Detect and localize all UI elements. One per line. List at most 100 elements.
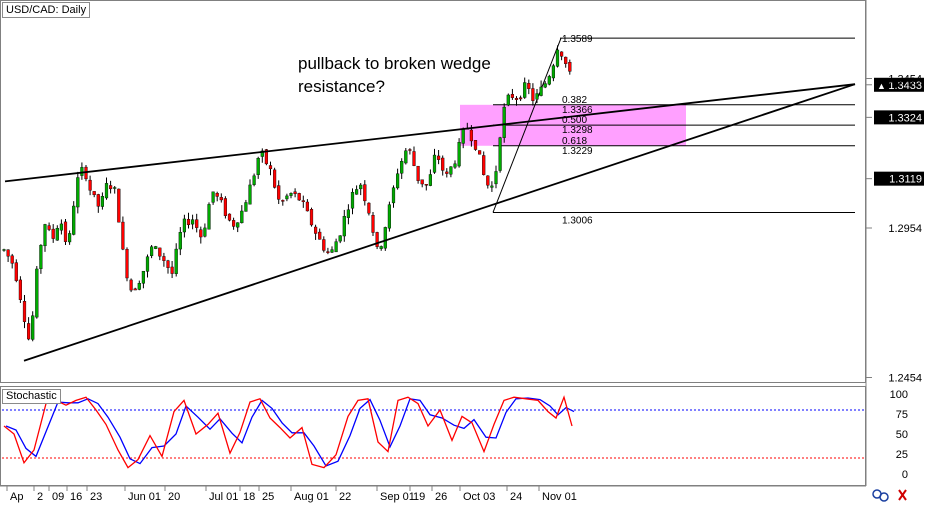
candle-body <box>482 155 486 175</box>
candle-body <box>305 201 309 212</box>
time-tick-label: 09 <box>52 491 64 503</box>
stochastic-label: Stochastic <box>2 389 61 404</box>
stoch-tick-label: 50 <box>896 429 908 441</box>
candle-body <box>149 246 154 256</box>
candle-body <box>412 151 416 166</box>
candle-body <box>441 157 445 171</box>
price-highlight-box <box>874 171 924 186</box>
fib-price-label: 1.3229 <box>562 146 593 157</box>
candle-body <box>543 83 547 88</box>
candle-body <box>137 283 141 290</box>
candle-body <box>2 249 6 251</box>
time-tick-label: 18 <box>243 491 255 503</box>
candle-body <box>39 244 43 269</box>
candle-body <box>215 193 219 197</box>
stoch-tick-label: 25 <box>896 449 908 461</box>
candle-body <box>342 216 346 237</box>
candle-body <box>322 239 326 251</box>
candle-body <box>387 204 391 229</box>
candle-body <box>473 140 478 150</box>
fib-ratio-label: 0.618 <box>562 136 587 147</box>
time-tick-label: Oct 03 <box>463 491 495 503</box>
candle-body <box>309 209 314 226</box>
candle-body <box>174 248 178 274</box>
candle-body <box>318 231 322 240</box>
stoch-k-line <box>3 395 573 469</box>
candle-body <box>375 232 379 247</box>
candle-body <box>244 202 248 212</box>
candle-body <box>154 246 158 249</box>
candle-body <box>478 150 482 155</box>
candle-body <box>207 204 211 230</box>
candle-body <box>51 228 55 239</box>
candle-body <box>273 169 277 188</box>
time-tick-label: Jun 01 <box>128 491 161 503</box>
time-tick-label: 24 <box>510 491 522 503</box>
candle-body <box>231 220 236 227</box>
upper-trendline <box>4 83 856 183</box>
price-tick-label: 1.3454 <box>888 74 922 86</box>
candle-body <box>121 221 125 250</box>
candle-body <box>363 184 367 202</box>
candle-body <box>297 193 301 201</box>
candle-body <box>555 49 560 67</box>
candle-body <box>547 76 551 85</box>
stoch-tick-label: 0 <box>902 469 908 481</box>
candle-body <box>158 247 162 257</box>
candle-body <box>227 213 232 221</box>
candle-body <box>498 137 502 171</box>
candle-body <box>396 173 400 189</box>
stochastic-axis: 100 75 50 25 0 <box>890 389 908 481</box>
annotation-line-1: pullback to broken wedge <box>298 54 491 73</box>
fibonacci-labels: 1.3589 1.3006 0.3821.33660.5001.32980.6181… <box>562 34 593 226</box>
time-tick-label: Nov 01 <box>542 491 577 503</box>
candle-body <box>248 184 252 205</box>
fib-swing-line <box>492 37 562 213</box>
candle-body <box>314 226 318 234</box>
candle-body <box>383 227 387 249</box>
link-icon[interactable] <box>872 489 889 502</box>
candle-body <box>289 193 293 196</box>
time-tick-label: Sep 01 <box>380 491 415 503</box>
candle-body <box>564 56 568 64</box>
time-axis: Ap 2 09 16 23 Jun 01 20 Jul 01 18 25 Aug 01 22 Sep 0… <box>6 486 577 503</box>
candle-body <box>281 200 285 202</box>
candle-body <box>190 219 195 225</box>
candle-body <box>125 248 129 279</box>
chart-title: USD/CAD: Daily <box>2 2 91 18</box>
candle-body <box>371 215 375 233</box>
candle-body <box>260 150 264 157</box>
candle-body <box>256 158 260 175</box>
candle-body <box>133 288 137 291</box>
candle-body <box>461 128 465 144</box>
candle-body <box>445 171 449 174</box>
candle-body <box>527 83 531 89</box>
candle-body <box>494 171 498 185</box>
price-tick-label: 1.2954 <box>888 223 922 235</box>
candle-body <box>141 270 145 284</box>
candle-body <box>92 191 96 196</box>
time-tick-label: 19 <box>413 491 425 503</box>
candles <box>2 45 572 342</box>
candle-body <box>117 188 121 223</box>
time-tick-label: 22 <box>339 491 351 503</box>
candle-body <box>18 279 22 300</box>
candle-body <box>22 301 27 322</box>
candle-body <box>166 260 170 268</box>
candle-body <box>568 62 572 72</box>
candle-body <box>400 161 404 174</box>
time-tick-label: Ap <box>10 491 23 503</box>
annotation-line-2: resistance? <box>298 77 385 96</box>
close-icon[interactable] <box>898 489 907 501</box>
candle-body <box>449 166 453 175</box>
time-tick-label: 20 <box>168 491 180 503</box>
time-tick-label: 26 <box>435 491 447 503</box>
candle-body <box>510 93 514 98</box>
candle-body <box>35 268 39 318</box>
candle-body <box>55 227 59 241</box>
price-highlight-label: 1.3119 <box>889 174 922 186</box>
candle-body <box>72 205 76 235</box>
candle-body <box>420 179 424 185</box>
candle-body <box>359 184 363 190</box>
